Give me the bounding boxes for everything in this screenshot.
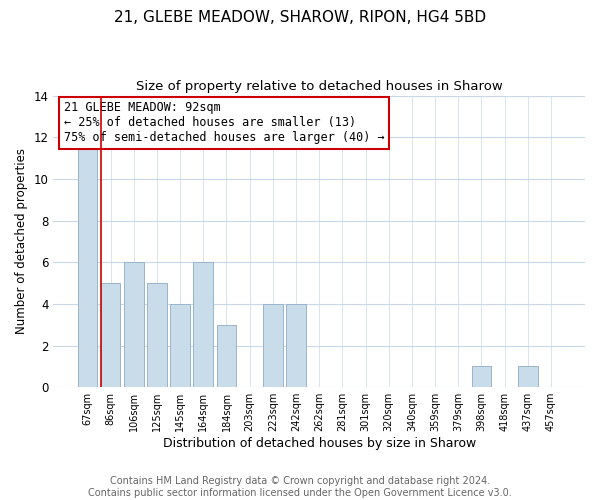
Bar (101, 283, 121, 387)
Bar (217, 324, 236, 387)
Title: Size of property relative to detached houses in Sharow: Size of property relative to detached ho… (136, 80, 503, 93)
Bar (77, 137, 97, 387)
Y-axis label: Number of detached properties: Number of detached properties (15, 148, 28, 334)
Bar (170, 304, 190, 387)
X-axis label: Distribution of detached houses by size in Sharow: Distribution of detached houses by size … (163, 437, 476, 450)
Text: 21 GLEBE MEADOW: 92sqm
← 25% of detached houses are smaller (13)
75% of semi-det: 21 GLEBE MEADOW: 92sqm ← 25% of detached… (64, 102, 385, 144)
Bar (124, 262, 143, 387)
Bar (263, 304, 283, 387)
Text: 21, GLEBE MEADOW, SHAROW, RIPON, HG4 5BD: 21, GLEBE MEADOW, SHAROW, RIPON, HG4 5BD (114, 10, 486, 25)
Bar (518, 366, 538, 387)
Bar (472, 366, 491, 387)
Bar (147, 283, 167, 387)
Bar (286, 304, 306, 387)
Text: Contains HM Land Registry data © Crown copyright and database right 2024.
Contai: Contains HM Land Registry data © Crown c… (88, 476, 512, 498)
Bar (193, 262, 213, 387)
